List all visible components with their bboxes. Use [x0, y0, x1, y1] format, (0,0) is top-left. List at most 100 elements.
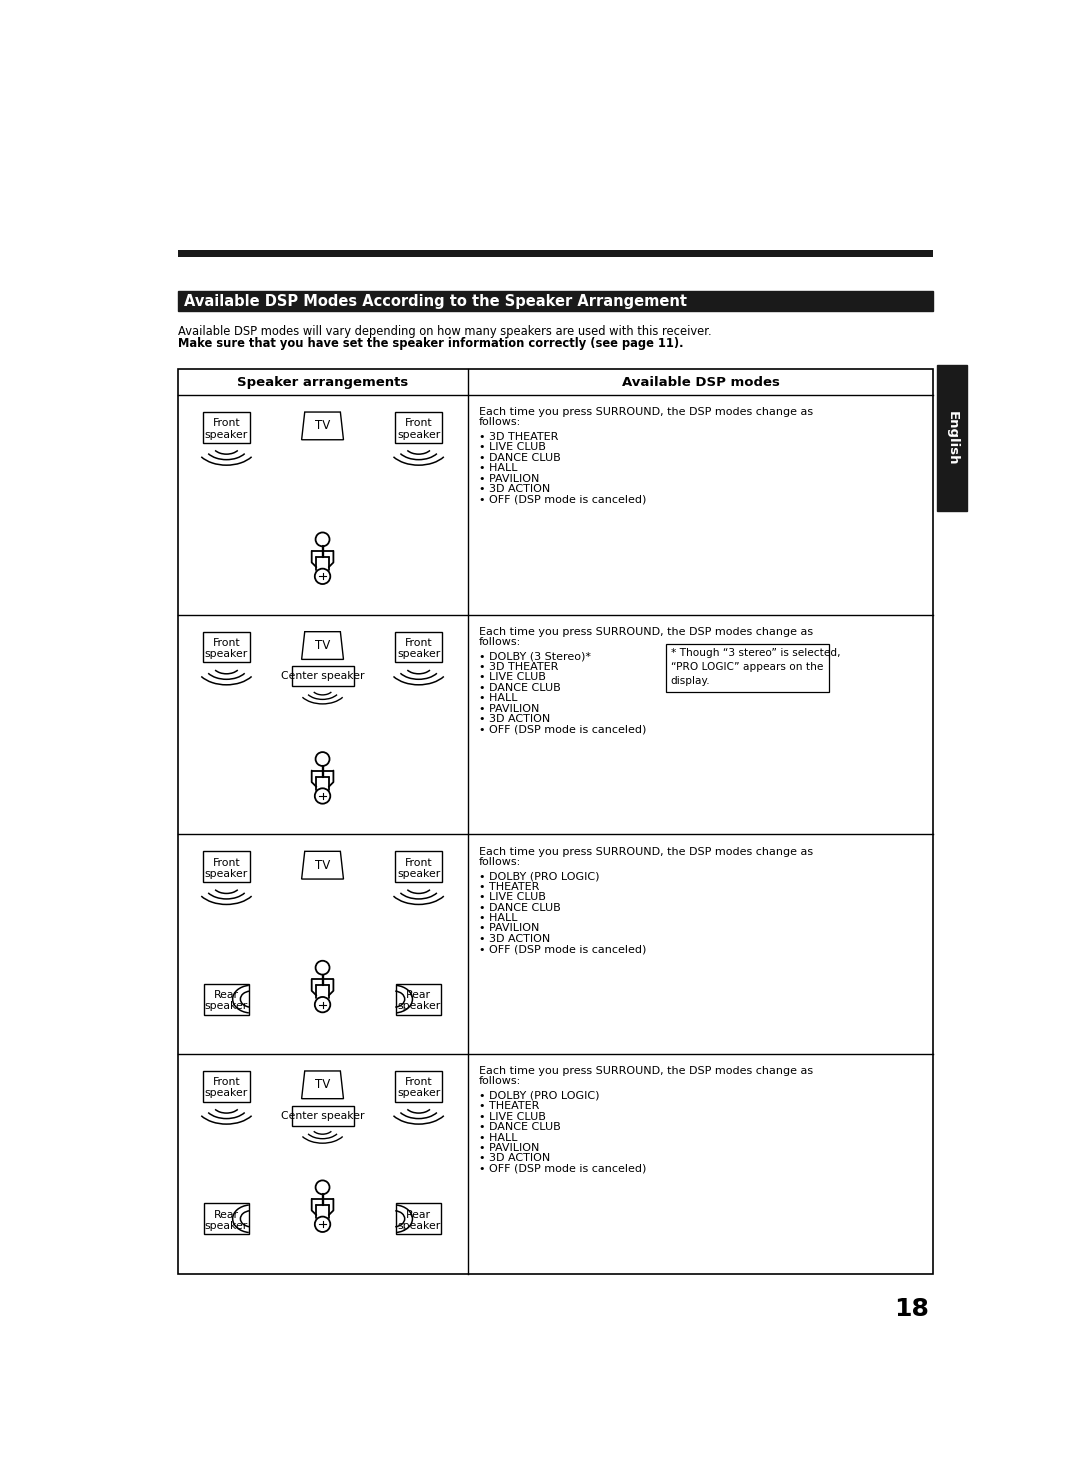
Text: Each time you press SURROUND, the DSP modes change as: Each time you press SURROUND, the DSP mo…: [480, 847, 813, 857]
Text: Rear: Rear: [406, 1210, 431, 1219]
Text: • LIVE CLUB: • LIVE CLUB: [480, 672, 546, 682]
Bar: [204, 1203, 248, 1234]
Text: Front: Front: [405, 418, 432, 429]
Text: • 3D ACTION: • 3D ACTION: [480, 1154, 551, 1163]
Bar: [395, 851, 442, 882]
Text: Make sure that you have set the speaker information correctly (see page 11).: Make sure that you have set the speaker …: [177, 337, 684, 350]
Bar: [292, 666, 353, 687]
Text: speaker: speaker: [205, 650, 248, 658]
Text: Speaker arrangements: Speaker arrangements: [238, 375, 408, 389]
Text: Rear: Rear: [406, 991, 431, 1000]
Bar: [666, 644, 828, 691]
Text: • DANCE CLUB: • DANCE CLUB: [480, 903, 561, 912]
Text: Available DSP modes will vary depending on how many speakers are used with this : Available DSP modes will vary depending …: [177, 325, 712, 338]
Text: • PAVILION: • PAVILION: [480, 1143, 540, 1152]
Text: • 3D ACTION: • 3D ACTION: [480, 715, 551, 724]
Text: speaker: speaker: [397, 1001, 441, 1011]
Text: • DANCE CLUB: • DANCE CLUB: [480, 682, 561, 693]
Circle shape: [314, 789, 330, 804]
Text: speaker: speaker: [205, 1001, 248, 1011]
Circle shape: [314, 568, 330, 584]
Bar: [177, 291, 933, 311]
Text: Front: Front: [213, 638, 240, 648]
Text: • LIVE CLUB: • LIVE CLUB: [480, 1112, 546, 1121]
Text: speaker: speaker: [397, 1221, 441, 1231]
Text: • LIVE CLUB: • LIVE CLUB: [480, 893, 546, 902]
Text: Available DSP Modes According to the Speaker Arrangement: Available DSP Modes According to the Spe…: [184, 294, 687, 308]
Text: • PAVILION: • PAVILION: [480, 473, 540, 483]
Text: follows:: follows:: [480, 638, 522, 647]
Text: follows:: follows:: [480, 1077, 522, 1087]
Polygon shape: [301, 1071, 343, 1099]
Bar: [204, 983, 248, 1014]
Text: speaker: speaker: [397, 869, 441, 879]
Text: • 3D THEATER: • 3D THEATER: [480, 432, 558, 442]
Bar: [396, 983, 441, 1014]
Text: speaker: speaker: [205, 1221, 248, 1231]
Text: * Though “3 stereo” is selected,
“PRO LOGIC” appears on the
display.: * Though “3 stereo” is selected, “PRO LO…: [671, 648, 840, 685]
Text: • 3D ACTION: • 3D ACTION: [480, 483, 551, 494]
Text: TV: TV: [315, 420, 330, 433]
Text: Each time you press SURROUND, the DSP modes change as: Each time you press SURROUND, the DSP mo…: [480, 408, 813, 417]
Bar: [396, 1203, 441, 1234]
Bar: [177, 369, 933, 1274]
Text: 18: 18: [894, 1296, 930, 1321]
Text: speaker: speaker: [397, 430, 441, 439]
Text: • DOLBY (PRO LOGIC): • DOLBY (PRO LOGIC): [480, 1091, 599, 1100]
Polygon shape: [301, 632, 343, 660]
Text: • OFF (DSP mode is canceled): • OFF (DSP mode is canceled): [480, 1164, 647, 1173]
Text: • 3D THEATER: • 3D THEATER: [480, 661, 558, 672]
Text: • DOLBY (3 Stereo)*: • DOLBY (3 Stereo)*: [480, 651, 591, 661]
Text: • HALL: • HALL: [480, 693, 517, 703]
Circle shape: [315, 532, 329, 546]
Bar: [395, 1071, 442, 1102]
Text: Front: Front: [213, 418, 240, 429]
Text: • DOLBY (PRO LOGIC): • DOLBY (PRO LOGIC): [480, 872, 599, 881]
Bar: [177, 249, 933, 257]
Text: • LIVE CLUB: • LIVE CLUB: [480, 442, 546, 452]
Text: Center speaker: Center speaker: [281, 1111, 364, 1121]
Bar: [203, 412, 249, 443]
Text: TV: TV: [315, 1078, 330, 1091]
Text: • HALL: • HALL: [480, 914, 517, 922]
Text: • PAVILION: • PAVILION: [480, 703, 540, 713]
Bar: [203, 851, 249, 882]
Text: • OFF (DSP mode is canceled): • OFF (DSP mode is canceled): [480, 945, 647, 954]
Text: speaker: speaker: [205, 869, 248, 879]
Text: Each time you press SURROUND, the DSP modes change as: Each time you press SURROUND, the DSP mo…: [480, 1066, 813, 1077]
Text: follows:: follows:: [480, 857, 522, 866]
Text: follows:: follows:: [480, 417, 522, 427]
Text: • PAVILION: • PAVILION: [480, 924, 540, 933]
Bar: [395, 412, 442, 443]
Text: TV: TV: [315, 859, 330, 872]
Bar: [203, 1071, 249, 1102]
Text: speaker: speaker: [397, 650, 441, 658]
Text: • DANCE CLUB: • DANCE CLUB: [480, 452, 561, 463]
Text: Each time you press SURROUND, the DSP modes change as: Each time you press SURROUND, the DSP mo…: [480, 627, 813, 638]
Bar: [395, 632, 442, 663]
Text: Rear: Rear: [214, 1210, 239, 1219]
Text: Front: Front: [405, 857, 432, 868]
Text: • DANCE CLUB: • DANCE CLUB: [480, 1123, 561, 1132]
Bar: [203, 632, 249, 663]
Text: speaker: speaker: [205, 430, 248, 439]
Text: • 3D ACTION: • 3D ACTION: [480, 934, 551, 943]
Text: • HALL: • HALL: [480, 1133, 517, 1142]
Polygon shape: [301, 412, 343, 440]
Circle shape: [315, 752, 329, 765]
Circle shape: [314, 997, 330, 1013]
Text: Front: Front: [213, 1077, 240, 1087]
Bar: [937, 365, 967, 512]
Text: • THEATER: • THEATER: [480, 1102, 540, 1111]
Text: Center speaker: Center speaker: [281, 672, 364, 681]
Text: speaker: speaker: [205, 1089, 248, 1099]
Text: • HALL: • HALL: [480, 463, 517, 473]
Circle shape: [315, 1180, 329, 1194]
Text: Rear: Rear: [214, 991, 239, 1000]
Circle shape: [314, 1216, 330, 1232]
Polygon shape: [301, 851, 343, 879]
Text: TV: TV: [315, 639, 330, 653]
Text: Front: Front: [213, 857, 240, 868]
Text: English: English: [945, 411, 958, 466]
Circle shape: [315, 961, 329, 974]
